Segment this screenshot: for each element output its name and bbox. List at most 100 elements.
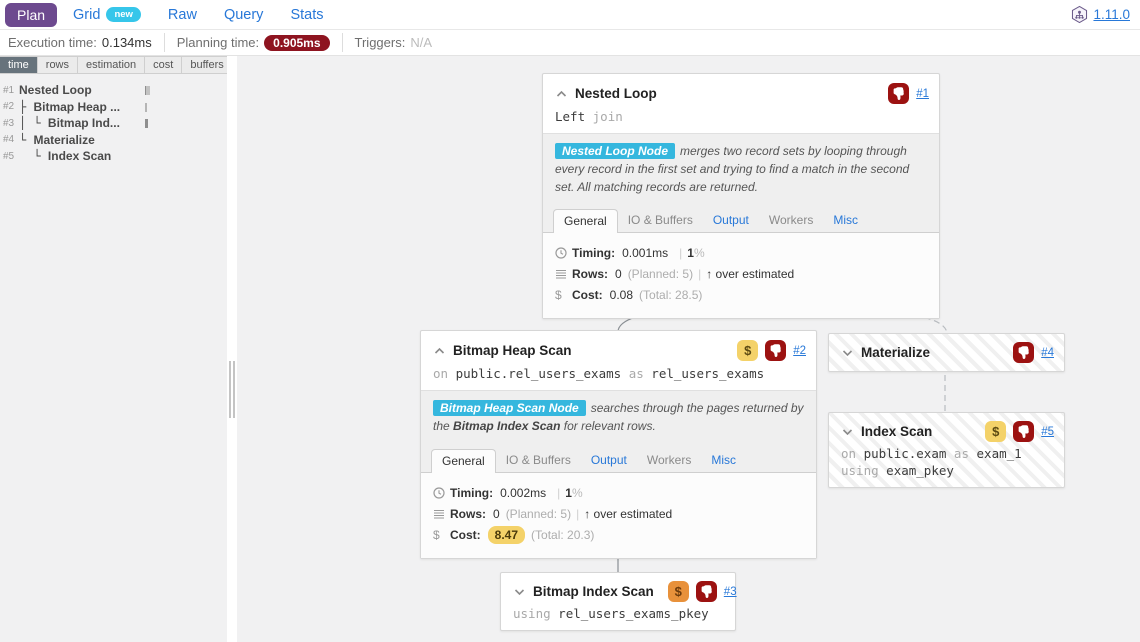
- rows-icon: [433, 508, 450, 520]
- cost-value-badge: 8.47: [487, 525, 526, 544]
- node-tab-output[interactable]: Output: [590, 452, 627, 467]
- rows-value: 0: [615, 267, 622, 282]
- rows-row: Rows: 0 (Planned: 5) | ↑ over estimated: [433, 505, 804, 523]
- index-name: rel_users_exams_pkey: [558, 606, 709, 621]
- time-bar: [145, 119, 148, 128]
- chevron-up-icon[interactable]: [433, 346, 446, 356]
- node-tab-general[interactable]: General: [553, 209, 618, 234]
- app-logo-icon: [1070, 5, 1089, 24]
- plan-node-materialize: Materialize #4: [828, 333, 1065, 372]
- sidebar-tab-estimation[interactable]: estimation: [78, 57, 146, 73]
- separator: |: [576, 506, 580, 521]
- sidebar-tab-bar: time rows estimation cost buffers: [0, 56, 233, 74]
- tree-item-nested-loop[interactable]: #1 Nested Loop: [3, 82, 227, 99]
- sidebar-tab-cost[interactable]: cost: [145, 57, 183, 73]
- cost-row: $ Cost: 0.08 (Total: 28.5): [555, 286, 927, 304]
- tree-item-id: #1: [3, 84, 15, 96]
- node-tab-misc[interactable]: Misc: [711, 452, 736, 467]
- node-general-panel: Timing: 0.001ms | 1 % Rows: 0 (Planned: …: [543, 233, 939, 319]
- node-general-panel: Timing: 0.002ms | 1 % Rows: 0 (Planned: …: [421, 472, 816, 558]
- plan-node-index-scan: Index Scan $ #5 on public.exam as exam_1…: [828, 412, 1065, 488]
- tree-item-bitmap-index-scan[interactable]: #3 │ └ Bitmap Ind...: [3, 115, 227, 132]
- chevron-up-icon[interactable]: [555, 89, 568, 99]
- node-header: Nested Loop #1: [543, 74, 939, 106]
- node-title: Bitmap Index Scan: [533, 584, 654, 599]
- timing-percent: 1: [565, 485, 572, 500]
- node-type-badge: Nested Loop Node: [555, 143, 676, 159]
- node-ref-link[interactable]: #4: [1041, 346, 1054, 359]
- on-keyword: on: [841, 446, 857, 461]
- timing-row: Timing: 0.001ms | 1 %: [555, 244, 927, 262]
- plan-node-nested-loop: Nested Loop #1 Left join Nested Loop Nod…: [542, 73, 940, 320]
- rows-row: Rows: 0 (Planned: 5) | ↑ over estimated: [555, 265, 927, 283]
- node-title: Nested Loop: [575, 86, 657, 101]
- sidebar-tab-rows[interactable]: rows: [37, 57, 79, 73]
- using-keyword: using: [513, 606, 551, 621]
- node-tab-workers[interactable]: Workers: [646, 452, 692, 467]
- node-header: Materialize #4: [829, 334, 1064, 371]
- costliest-dollar-badge: $: [667, 581, 689, 602]
- sidebar-tab-time[interactable]: time: [0, 57, 38, 73]
- tree-branch-glyph: ├: [19, 99, 34, 114]
- version-link[interactable]: 1.11.0: [1093, 7, 1130, 22]
- sidebar-tab-buffers[interactable]: buffers: [182, 57, 233, 73]
- tab-query[interactable]: Query: [223, 6, 264, 23]
- misestimate-thumbs-down-icon: [888, 83, 910, 104]
- cost-dollar-badge: $: [985, 421, 1007, 442]
- tree-item-index-scan[interactable]: #5 └ Index Scan: [3, 148, 227, 165]
- planning-time-badge: 0.905ms: [264, 34, 330, 51]
- node-description-text: merges two record sets by looping throug…: [555, 144, 910, 194]
- node-ref-link[interactable]: #3: [723, 585, 737, 598]
- relation-name: public.exam: [863, 446, 947, 461]
- tree-item-id: #3: [3, 117, 15, 129]
- time-bar: [145, 102, 147, 112]
- node-subtitle: Left join: [543, 106, 939, 133]
- node-ref-link[interactable]: #2: [793, 344, 806, 357]
- cost-value: 0.08: [609, 288, 634, 303]
- execution-time-stat: Execution time: 0.134ms: [8, 35, 152, 50]
- triggers-stat: Triggers: N/A: [355, 35, 432, 50]
- node-tab-workers[interactable]: Workers: [768, 213, 814, 228]
- cost-row: $ Cost: 8.47 (Total: 20.3): [433, 525, 804, 544]
- tree-item-materialize[interactable]: #4 └ Materialize: [3, 132, 227, 149]
- node-tab-output[interactable]: Output: [712, 213, 749, 228]
- node-tab-general[interactable]: General: [431, 448, 496, 473]
- tree-item-bitmap-heap-scan[interactable]: #2 ├ Bitmap Heap ...: [3, 99, 227, 116]
- chevron-down-icon[interactable]: [513, 587, 526, 597]
- as-keyword: as: [628, 366, 644, 381]
- node-tab-bar: General IO & Buffers Output Workers Misc: [543, 205, 939, 234]
- rows-planned: (Planned: 5): [505, 506, 572, 521]
- node-tab-iobuffers[interactable]: IO & Buffers: [505, 452, 571, 467]
- tab-raw[interactable]: Raw: [167, 6, 197, 23]
- separator: |: [698, 267, 702, 282]
- node-tab-bar: General IO & Buffers Output Workers Misc: [421, 444, 816, 473]
- node-ref-link[interactable]: #5: [1041, 425, 1054, 438]
- tab-stats[interactable]: Stats: [290, 6, 324, 23]
- node-description: Nested Loop Node merges two record sets b…: [543, 133, 939, 206]
- node-title: Bitmap Heap Scan: [453, 343, 572, 358]
- timing-label: Timing:: [572, 246, 616, 261]
- tab-grid[interactable]: Grid new: [73, 7, 141, 23]
- node-subtitle: on public.exam as exam_1 using exam_pkey: [829, 445, 1064, 487]
- node-description-bold: Bitmap Index Scan: [453, 418, 561, 433]
- node-subtitle: using rel_users_exams_pkey: [501, 605, 735, 630]
- stat-divider: [163, 33, 165, 52]
- panel-resize-handle[interactable]: [227, 56, 237, 642]
- misestimate-thumbs-down-icon: [1013, 421, 1035, 442]
- misestimate-thumbs-down-icon: [1013, 342, 1035, 363]
- dollar-icon: $: [555, 288, 562, 303]
- tab-plan[interactable]: Plan: [5, 2, 58, 27]
- rows-value: 0: [493, 506, 500, 521]
- top-navbar: Plan Grid new Raw Query Stats 1.11.0: [0, 0, 1140, 30]
- node-tab-iobuffers[interactable]: IO & Buffers: [627, 213, 693, 228]
- chevron-down-icon[interactable]: [841, 427, 854, 437]
- node-tab-misc[interactable]: Misc: [833, 213, 858, 228]
- relation-alias: exam_1: [976, 446, 1022, 461]
- node-title: Index Scan: [861, 424, 933, 439]
- separator: |: [557, 485, 561, 500]
- node-ref-link[interactable]: #1: [916, 87, 929, 100]
- rows-label: Rows:: [572, 267, 608, 282]
- timing-value: 0.001ms: [622, 246, 669, 261]
- node-title: Materialize: [861, 345, 931, 360]
- chevron-down-icon[interactable]: [841, 348, 854, 358]
